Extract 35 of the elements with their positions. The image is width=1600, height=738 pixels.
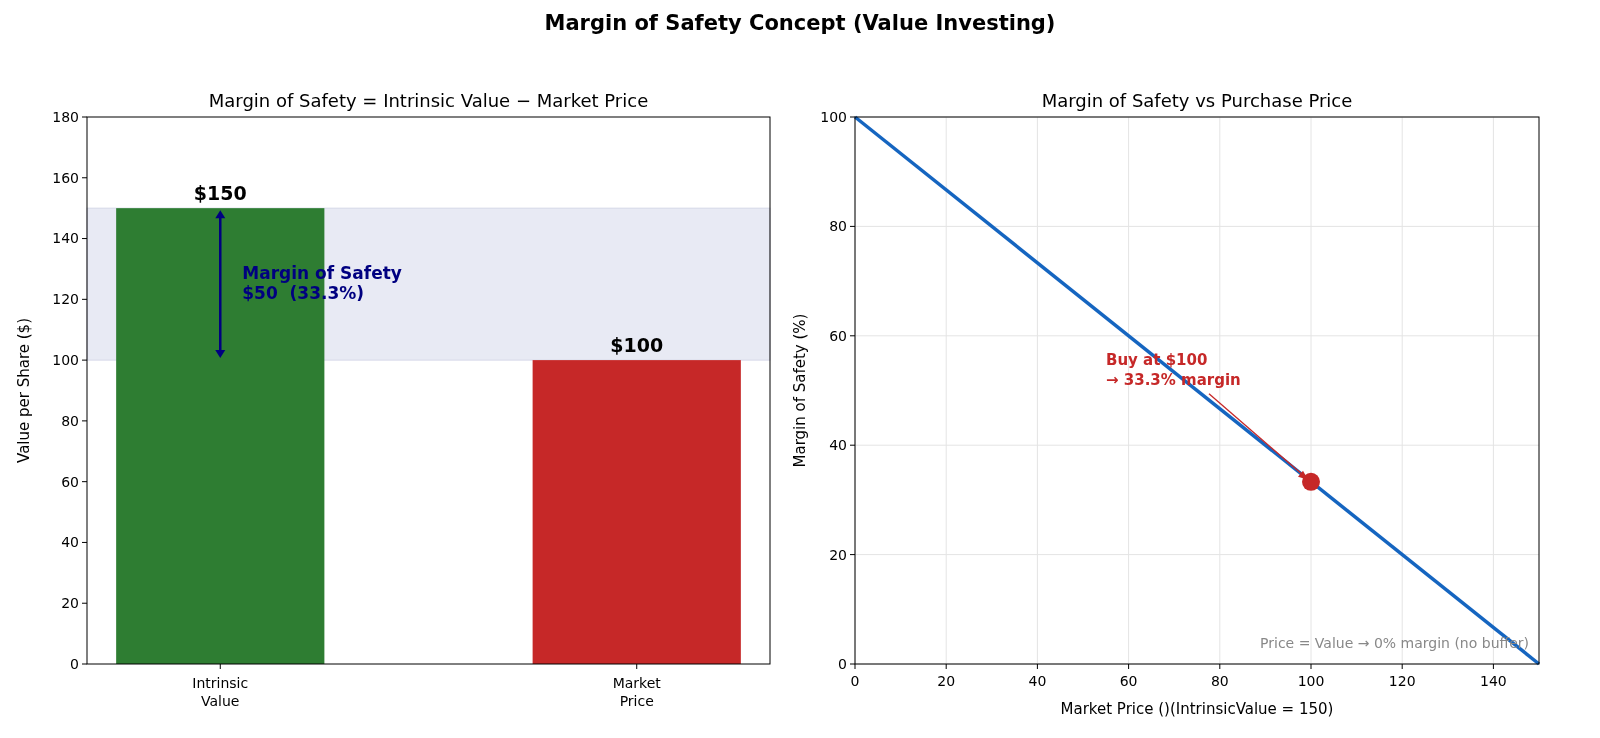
y-tick-label: 100 [820,108,847,125]
y-tick-label: 40 [829,437,847,454]
y-tick-label: 60 [829,327,847,344]
annotation: Buy at $100 → 33.3% margin [1106,350,1241,389]
y-tick-label: 80 [61,412,79,429]
x-tick-label: Intrinsic Value [192,675,249,709]
x-tick-label: 0 [850,673,860,689]
y-tick-label: 180 [52,108,79,125]
data-label: $100 [610,334,664,357]
y-axis-title: Margin of Safety (%) [791,313,809,468]
text: Margin of Safety Concept (Value Investing) [544,11,1056,35]
x-tick-label: 140 [1480,673,1507,689]
y-tick-label: 80 [829,218,847,235]
y-tick-label: 0 [838,655,847,672]
y-tick-label: 60 [61,473,79,490]
x-tick-label: 60 [1119,673,1138,689]
y-axis-title: Value per Share ($) [15,318,33,463]
chart-title: Margin of Safety vs Purchase Price [1041,90,1353,111]
x-tick-label: 120 [1388,673,1416,689]
y-tick-label: 160 [52,169,79,186]
y-tick-label: 40 [61,534,79,551]
x-tick-label: 80 [1210,673,1229,689]
y-tick-label: 20 [829,546,847,563]
x-tick-label: 100 [1297,673,1325,689]
x-tick-label: 40 [1028,673,1047,689]
x-tick-label: 20 [937,673,956,689]
y-tick-label: 20 [61,595,79,612]
y-tick-label: 120 [52,291,79,308]
x-tick-label: Market Price [612,675,662,709]
x-axis-title: Market Price ()(IntrinsicValue = 150) [1060,700,1334,718]
y-tick-label: 100 [52,352,79,369]
data-label: $150 [193,182,247,205]
y-tick-label: 0 [70,655,79,672]
y-tick-label: 140 [52,230,79,247]
chart-title: Margin of Safety = Intrinsic Value − Market Price [208,90,649,111]
